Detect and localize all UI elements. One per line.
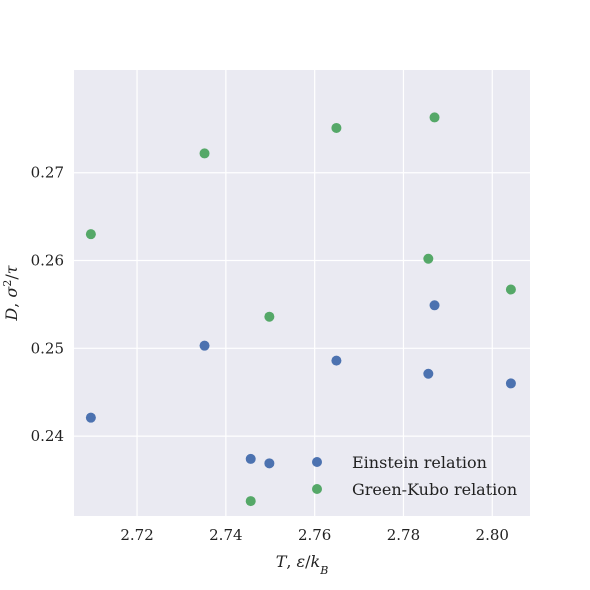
legend-label-einstein: Einstein relation xyxy=(352,453,487,472)
x-tick-label: 2.80 xyxy=(476,526,509,544)
x-tick-label: 2.76 xyxy=(298,526,331,544)
point-green-kubo xyxy=(245,496,256,507)
x-tick-labels: 2.72 2.74 2.76 2.78 2.80 xyxy=(120,526,509,544)
point-einstein xyxy=(505,378,516,389)
point-einstein xyxy=(331,355,342,366)
point-green-kubo xyxy=(423,253,434,264)
point-einstein xyxy=(85,412,96,423)
point-einstein xyxy=(429,300,440,311)
point-einstein xyxy=(245,453,256,464)
legend-marker-green-kubo xyxy=(312,484,322,494)
y-tick-label: 0.27 xyxy=(31,164,64,182)
point-einstein xyxy=(423,368,434,379)
point-green-kubo xyxy=(331,122,342,133)
x-tick-label: 2.78 xyxy=(387,526,420,544)
data-points xyxy=(85,112,516,507)
point-green-kubo xyxy=(85,229,96,240)
x-axis-label: T, ε/kB xyxy=(276,552,329,577)
point-green-kubo xyxy=(429,112,440,123)
point-green-kubo xyxy=(199,148,210,159)
point-einstein xyxy=(199,340,210,351)
point-einstein xyxy=(264,458,275,469)
point-green-kubo xyxy=(264,311,275,322)
y-tick-label: 0.26 xyxy=(31,252,64,270)
y-axis-label: D, σ2/τ xyxy=(1,264,22,321)
x-tick-label: 2.72 xyxy=(120,526,153,544)
y-tick-label: 0.25 xyxy=(31,339,64,357)
y-tick-labels: 0.24 0.25 0.26 0.27 xyxy=(31,164,64,445)
x-tick-label: 2.74 xyxy=(209,526,242,544)
y-gridlines xyxy=(74,172,530,437)
legend-marker-einstein xyxy=(312,457,322,467)
legend: Einstein relation Green-Kubo relation xyxy=(312,453,517,499)
legend-label-green-kubo: Green-Kubo relation xyxy=(352,480,517,499)
x-gridlines xyxy=(136,70,493,516)
plot-background xyxy=(74,70,530,516)
point-green-kubo xyxy=(505,284,516,295)
y-tick-label: 0.24 xyxy=(31,427,64,445)
